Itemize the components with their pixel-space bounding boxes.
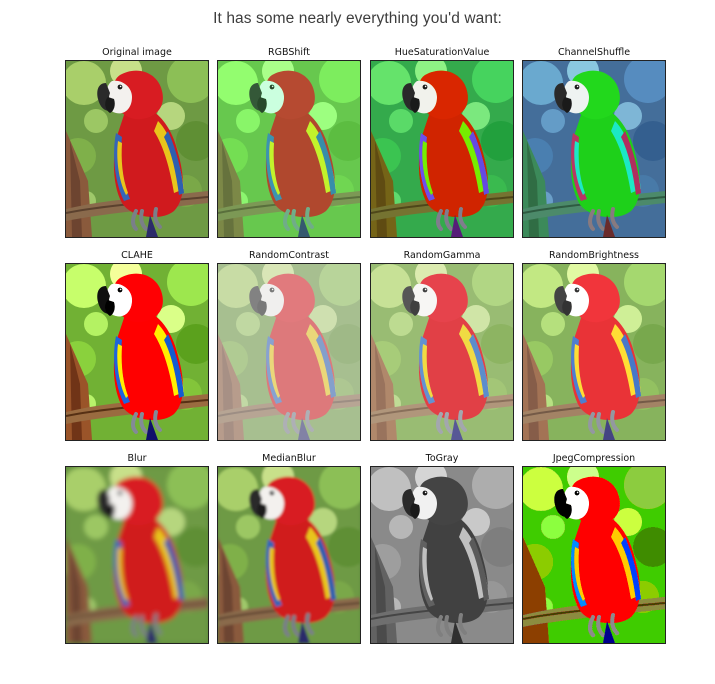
panel-title: RandomGamma: [403, 250, 481, 261]
panel-title: RandomBrightness: [549, 250, 639, 261]
parrot-illustration: [523, 61, 665, 237]
parrot-image: [65, 466, 209, 644]
panel-title: RGBShift: [268, 47, 310, 58]
parrot-illustration: [523, 264, 665, 440]
parrot-illustration: [218, 61, 360, 237]
panel-title: ToGray: [425, 453, 459, 464]
parrot-image: [370, 60, 514, 238]
panel-title: Blur: [127, 453, 147, 464]
parrot-image: [522, 60, 666, 238]
panel-title: MedianBlur: [262, 453, 316, 464]
parrot-illustration: [371, 467, 513, 643]
panel-title: Original image: [102, 47, 172, 58]
parrot-image: [522, 466, 666, 644]
parrot-image: [217, 466, 361, 644]
parrot-image: [370, 263, 514, 441]
panel-title: RandomContrast: [249, 250, 329, 261]
parrot-illustration: [66, 264, 208, 440]
parrot-illustration: [371, 61, 513, 237]
parrot-illustration: [523, 467, 665, 643]
panel-title: JpegCompression: [552, 453, 636, 464]
page-heading: It has some nearly everything you'd want…: [213, 10, 502, 27]
parrot-illustration: [66, 61, 208, 237]
parrot-image: [370, 466, 514, 644]
panel-title: CLAHE: [121, 250, 153, 261]
parrot-illustration: [371, 264, 513, 440]
parrot-image: [217, 60, 361, 238]
parrot-image: [217, 263, 361, 441]
panel-title: HueSaturationValue: [394, 47, 490, 58]
parrot-image: [65, 263, 209, 441]
parrot-image: [65, 60, 209, 238]
parrot-illustration: [66, 467, 208, 643]
panel-title: ChannelShuffle: [557, 47, 631, 58]
parrot-illustration: [218, 467, 360, 643]
parrot-image: [522, 263, 666, 441]
parrot-illustration: [218, 264, 360, 440]
